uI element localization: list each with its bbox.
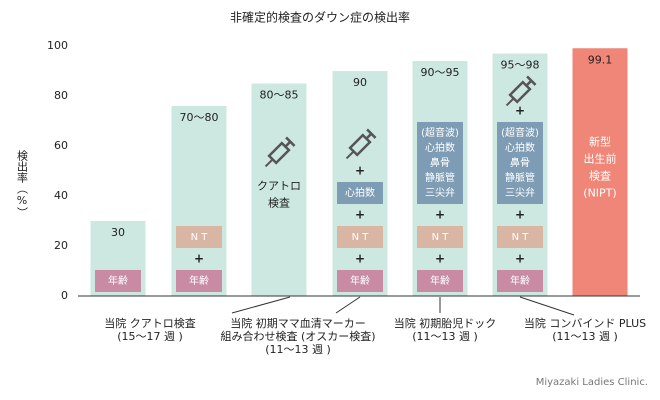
y-axis-label: 検出率（%） [16,149,29,218]
syringe-handle [366,128,377,139]
group-label: 当院 コンバインド PLUS [524,316,646,330]
component-box [337,182,383,204]
plus-sign: + [515,208,525,222]
group-label: 当院 クアトロ検査 [104,316,196,330]
group-label: (11〜13 週 ) [265,343,331,356]
component-label: 年齢 [108,274,128,287]
y-tick-label: 60 [54,139,68,152]
component-label: 鼻骨 [510,156,530,169]
component-label: N T [191,232,209,243]
plus-sign: + [355,252,365,266]
value-label: 95〜98 [501,59,540,72]
group-label: 当院 初期胎児ドック [394,316,497,330]
component-box [417,122,463,204]
bar-text: 出生前 [584,152,617,166]
group-label: (15〜17 週 ) [117,330,183,343]
component-label: N T [512,232,530,243]
value-label: 90 [353,76,367,89]
value-label: 70〜80 [180,111,219,124]
syringe-body [508,80,532,104]
component-box [95,270,141,292]
plus-sign: + [435,208,445,222]
leader-line [519,296,575,316]
plus-sign: + [355,164,365,178]
component-label: 心拍数 [345,186,375,199]
group-label: 組み合わせ検査 (オスカー検査) [220,329,375,343]
syringe-handle [285,136,296,147]
component-label: 年齢 [350,274,370,287]
leader-line [335,296,361,314]
component-box [417,226,463,248]
component-label: 年齢 [430,274,450,287]
component-label: 静脈管 [425,171,455,184]
y-tick-label: 100 [47,39,68,52]
syringe-body [348,133,372,157]
syringe-icon [264,136,296,168]
chart-title: 非確定的検査のダウン症の検出率 [230,10,410,25]
component-box [497,270,543,292]
syringe-icon [505,75,537,107]
component-label: (超音波) [501,126,539,139]
y-tick-label: 80 [54,89,68,102]
component-box [176,270,222,292]
leader-line [231,296,291,314]
syringe-needle [264,158,274,168]
group-label: 当院 初期ママ血清マーカー [230,316,366,330]
component-box [497,122,543,204]
y-tick-label: 20 [54,239,68,252]
bar-text: クアトロ [257,180,301,193]
component-label: N T [352,232,370,243]
plus-sign: + [435,252,445,266]
bar-text: 新型 [589,135,611,149]
footer: Miyazaki Ladies Clinic. [536,377,648,388]
value-label: 90〜95 [421,66,460,79]
bar-text: 検査 [589,169,611,183]
value-label: 80〜85 [260,89,299,102]
component-label: 三尖弁 [505,186,535,199]
syringe-handle [526,75,537,86]
component-box [337,270,383,292]
bar-text: (NIPT) [583,187,616,200]
component-box [497,226,543,248]
bar-text: 検査 [268,196,290,210]
syringe-body [267,141,291,165]
bar [171,106,227,296]
plus-sign: + [515,252,525,266]
component-label: N T [432,232,450,243]
component-label: (超音波) [421,126,459,139]
value-label: 30 [111,226,125,239]
syringe-needle [505,97,515,107]
component-label: 静脈管 [505,171,535,184]
component-label: 心拍数 [505,141,535,154]
component-box [176,226,222,248]
component-box [337,226,383,248]
group-label: (11〜13 週 ) [552,330,618,343]
bar [251,83,307,296]
y-tick-label: 40 [54,189,68,202]
component-label: 年齢 [189,274,209,287]
plus-sign: + [515,104,525,118]
plus-sign: + [194,252,204,266]
syringe-icon [345,128,377,160]
component-label: 心拍数 [425,141,455,154]
syringe-needle [345,150,355,160]
bar [572,48,628,296]
value-label: 99.1 [588,53,613,66]
component-box [417,270,463,292]
plus-sign: + [355,208,365,222]
component-label: 鼻骨 [430,156,450,169]
group-label: (11〜13 週 ) [412,330,478,343]
y-tick-label: 0 [61,289,68,302]
component-label: 年齢 [510,274,530,287]
component-label: 三尖弁 [425,186,455,199]
